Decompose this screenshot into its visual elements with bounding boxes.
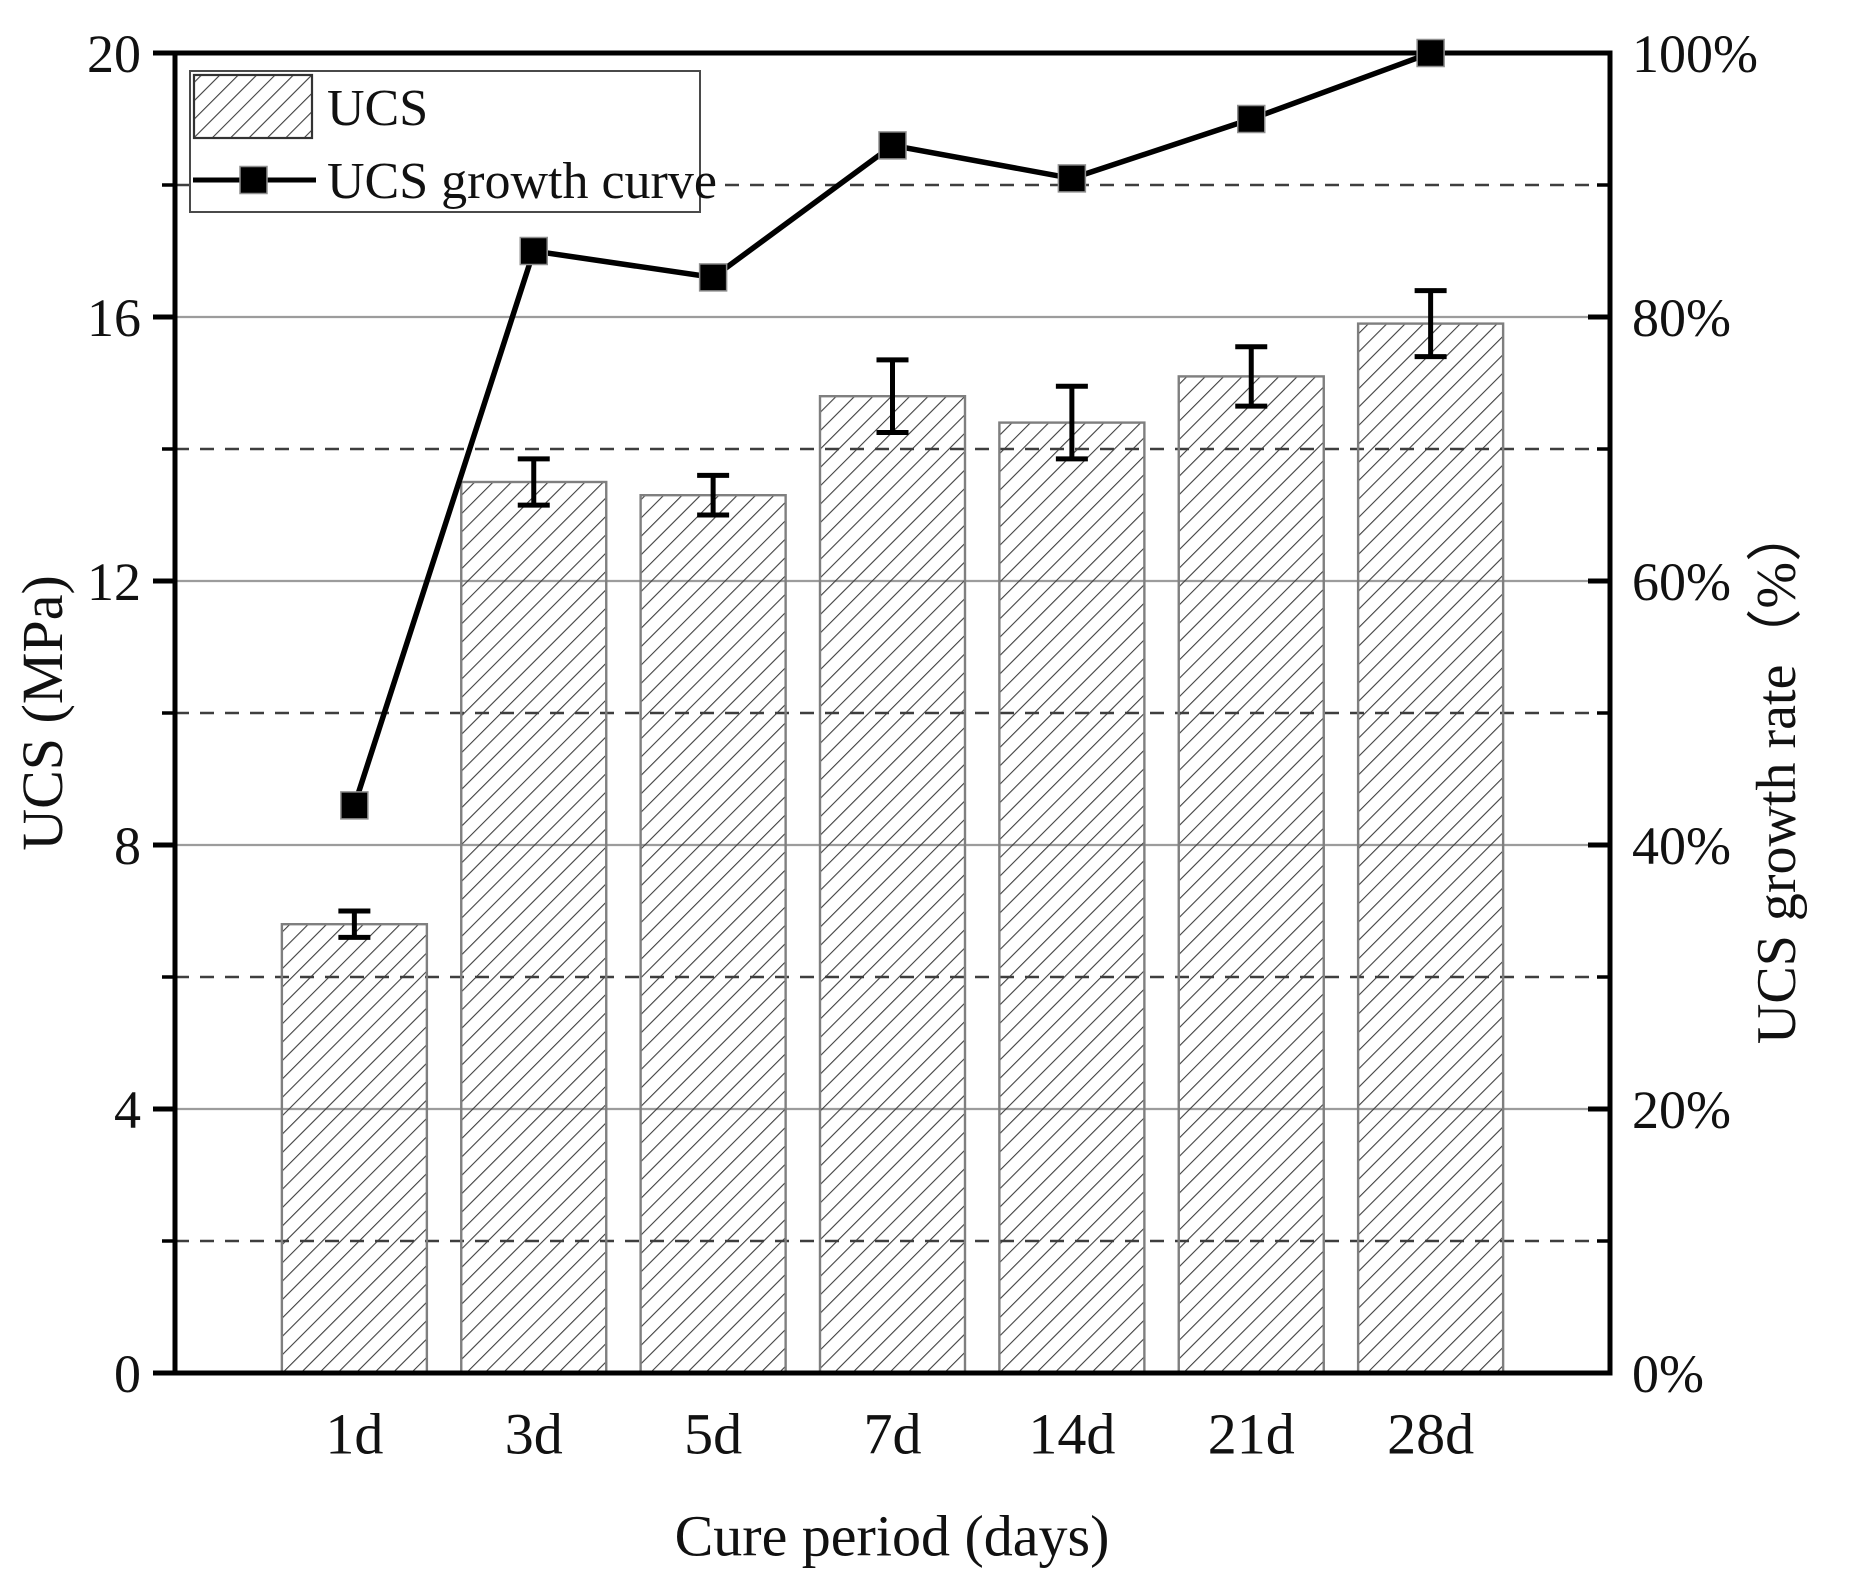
bar-5d [639,494,787,1375]
bar-1d [280,923,429,1375]
left-tick-label-16: 16 [87,288,141,348]
error-bar-7d [876,357,909,435]
marker-28d [1416,38,1445,68]
marker-7d [878,131,907,160]
bar-3d [460,480,608,1375]
right-tick-label-60: 60% [1632,552,1731,612]
x-category-label-1d: 1d [325,1401,383,1466]
x-category-label-21d: 21d [1208,1401,1295,1466]
legend-label-growth-curve: UCS growth curve [327,153,717,210]
right-tick-label-100: 100% [1632,24,1758,84]
error-bar-21d [1235,344,1268,409]
plot-area: 0 4 8 12 16 20 0% 20% 40% 60% 80% 100% 1d 3d 5d 7d 14d 21… [87,24,1758,1466]
error-bar-14d [1055,383,1088,462]
error-bar-1d [338,908,371,940]
x-category-label-3d: 3d [505,1401,563,1466]
right-tick-label-0: 0% [1632,1344,1704,1404]
left-axis-title: UCS (MPa) [10,575,75,851]
legend-square-marker-icon [239,165,268,195]
bar-14d [998,421,1146,1375]
x-category-label-5d: 5d [684,1401,742,1466]
legend: UCS UCS growth curve [189,70,717,213]
left-tick-label-0: 0 [114,1344,141,1404]
bar-21d [1177,375,1325,1375]
left-tick-label-12: 12 [87,552,141,612]
bar-28d [1356,322,1505,1375]
error-bar-3d [517,456,550,508]
error-bar-5d [697,472,730,518]
x-category-label-14d: 14d [1028,1401,1115,1466]
x-category-label-28d: 28d [1387,1401,1474,1466]
left-tick-label-8: 8 [114,816,141,876]
marker-3d [519,236,548,266]
marker-5d [698,263,728,292]
right-tick-label-40: 40% [1632,816,1731,876]
marker-1d [340,791,369,820]
x-axis-title: Cure period (days) [675,1503,1110,1568]
legend-hatched-swatch-icon [192,73,314,140]
legend-label-ucs: UCS [327,80,428,137]
left-tick-label-20: 20 [87,24,141,84]
x-category-label-7d: 7d [864,1401,922,1466]
right-tick-label-80: 80% [1632,288,1731,348]
bar-7d [818,395,967,1375]
marker-14d [1057,164,1087,193]
right-axis-title: UCS growth rate（%） [1746,506,1808,1044]
error-bar-28d [1414,288,1447,360]
marker-21d [1237,104,1266,134]
right-tick-label-20: 20% [1632,1080,1731,1140]
left-tick-label-4: 4 [114,1080,141,1140]
